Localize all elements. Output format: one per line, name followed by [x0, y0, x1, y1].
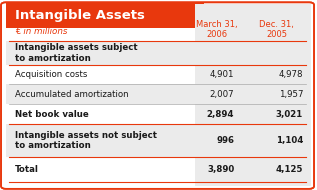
Text: Accumulated amortization: Accumulated amortization — [15, 90, 129, 99]
Text: 4,978: 4,978 — [279, 70, 303, 79]
Text: 4,901: 4,901 — [210, 70, 234, 79]
Bar — [6, 3, 204, 29]
Text: March 31,
2006: March 31, 2006 — [196, 20, 238, 40]
Text: 1,104: 1,104 — [276, 136, 303, 145]
Text: 3,021: 3,021 — [276, 110, 303, 119]
Text: Intangible Assets: Intangible Assets — [15, 9, 145, 22]
Bar — [6, 41, 195, 65]
Text: 3,890: 3,890 — [207, 165, 234, 174]
Text: 4,125: 4,125 — [276, 165, 303, 174]
FancyBboxPatch shape — [1, 2, 314, 189]
Text: Intangible assets not subject
to amortization: Intangible assets not subject to amortiz… — [15, 131, 157, 150]
Text: 2,894: 2,894 — [207, 110, 234, 119]
Text: 996: 996 — [216, 136, 234, 145]
Bar — [6, 124, 195, 157]
Text: € in millions: € in millions — [15, 27, 68, 36]
Text: Intangible assets subject
to amortization: Intangible assets subject to amortizatio… — [15, 44, 138, 63]
Bar — [6, 84, 195, 104]
Text: 2,007: 2,007 — [210, 90, 234, 99]
Text: Acquisition costs: Acquisition costs — [15, 70, 87, 79]
Text: Total: Total — [15, 165, 39, 174]
Text: 1,957: 1,957 — [279, 90, 303, 99]
Bar — [195, 4, 311, 186]
Text: Net book value: Net book value — [15, 110, 89, 119]
Text: Dec. 31,
2005: Dec. 31, 2005 — [259, 20, 294, 40]
